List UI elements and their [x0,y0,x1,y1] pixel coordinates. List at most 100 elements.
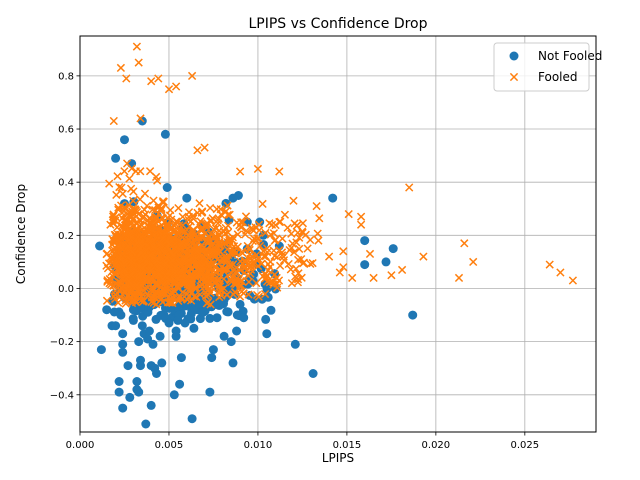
fooled-point [339,263,348,272]
fooled-point [222,290,232,300]
fooled-point [148,205,157,214]
fooled-point [152,278,161,287]
not-fooled-point [266,305,276,315]
fooled-point [223,210,233,220]
fooled-point [120,287,130,297]
fooled-point [228,236,237,245]
x-tick-label: 0.020 [422,440,451,451]
fooled-point [287,279,297,288]
fooled-point [215,288,225,297]
fooled-point [165,239,174,248]
not-fooled-point [125,392,135,402]
fooled-point [212,204,221,214]
not-fooled-point [114,377,124,386]
fooled-point [112,190,121,200]
fooled-point [195,199,204,208]
not-fooled-point [219,331,229,341]
fooled-point [255,241,265,251]
fooled-point [259,246,268,256]
y-tick-label: 0.8 [58,71,74,82]
fooled-point [135,195,145,204]
fooled-point [129,206,138,215]
fooled-point [166,205,175,215]
not-fooled-point [160,129,170,139]
not-fooled-point [210,299,220,309]
fooled-point [167,287,177,297]
fooled-point [258,199,267,209]
fooled-point [269,278,278,287]
fooled-point [225,210,234,219]
fooled-point [122,159,132,168]
fooled-point [154,224,164,233]
fooled-point [356,212,366,221]
fooled-point [116,251,126,261]
fooled-point [201,291,211,301]
x-tick-label: 0.010 [244,440,273,451]
fooled-point [136,167,145,176]
fooled-point [156,266,165,275]
fooled-point [109,210,118,219]
fooled-point [186,281,196,290]
fooled-point [187,289,196,298]
fooled-point [128,247,137,256]
not-fooled-point [146,400,156,410]
fooled-point [132,280,141,290]
not-fooled-point [148,339,158,349]
fooled-point [204,267,213,276]
fooled-point [197,233,206,242]
fooled-point [174,279,183,288]
fooled-point [113,172,122,181]
fooled-point [158,198,168,207]
fooled-point [238,248,247,258]
fooled-point [160,285,169,295]
fooled-point [295,244,304,254]
not-fooled-point [226,337,236,347]
not-fooled-point [255,217,265,227]
fooled-point [106,220,115,229]
fooled-point [136,247,145,257]
fooled-point [140,283,150,293]
not-fooled-point [388,244,398,254]
not-fooled-point [239,313,249,323]
legend-x-mark [509,72,519,82]
fooled-point [230,287,240,297]
not-fooled-point [118,329,128,339]
fooled-point [158,280,167,289]
not-fooled-point [96,345,106,355]
fooled-point [109,116,118,126]
fooled-point [235,167,245,176]
not-fooled-point [243,279,253,289]
fooled-point [186,264,195,273]
not-fooled-point [134,337,144,347]
not-fooled-point [128,315,138,325]
fooled-point [339,247,348,256]
fooled-point [180,254,190,263]
fooled-point [124,235,133,244]
fooled-point [188,273,197,283]
fooled-point [168,256,178,265]
fooled-point [275,167,284,176]
fooled-point [275,261,285,270]
fooled-point [131,218,141,228]
not-fooled-point [308,369,318,378]
fooled-point [117,183,126,192]
fooled-point [270,270,279,279]
fooled-point [116,268,125,277]
fooled-point [175,221,184,230]
not-fooled-point [235,299,245,309]
fooled-point [147,297,156,307]
not-fooled-point [118,403,128,413]
not-fooled-point [180,318,190,328]
fooled-point [193,146,202,155]
fooled-point [170,268,179,278]
fooled-point [229,242,239,251]
fooled-point [119,206,128,216]
fooled-point [299,258,309,267]
fooled-point [344,209,353,219]
fooled-point [239,289,248,298]
not-fooled-point [162,183,172,192]
fooled-point [454,273,464,283]
fooled-point [460,239,469,248]
fooled-point [271,235,280,244]
fooled-point [206,300,215,309]
